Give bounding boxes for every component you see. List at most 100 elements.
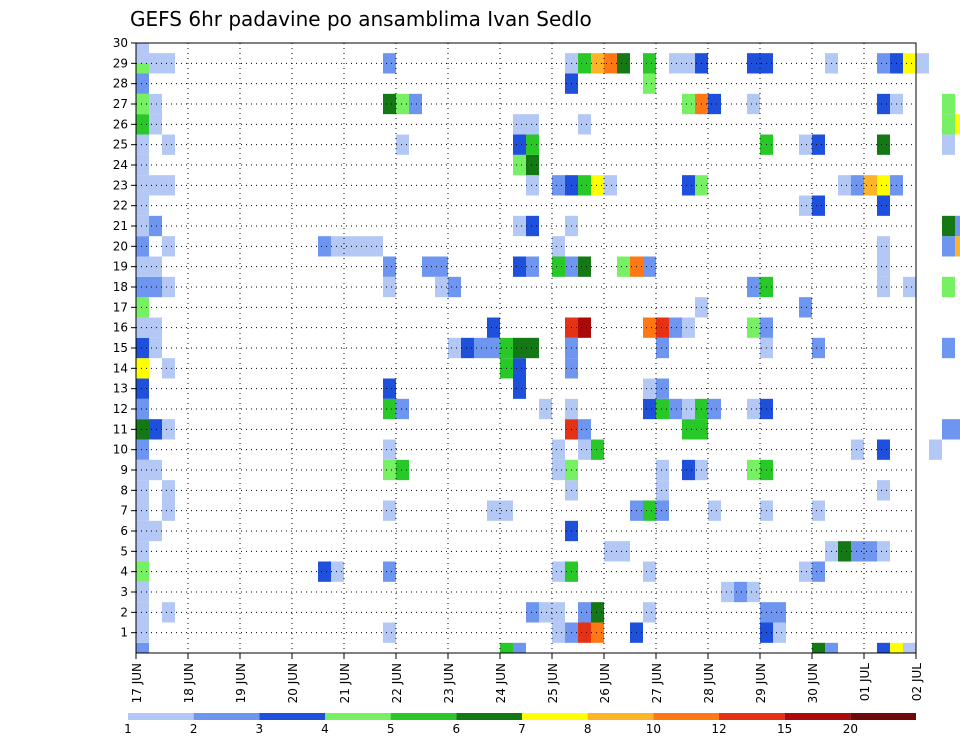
- data-cell: [526, 215, 539, 237]
- data-cell: [669, 398, 682, 420]
- data-cell: [656, 480, 669, 501]
- data-cell: [643, 317, 656, 338]
- data-cell: [643, 73, 656, 94]
- x-tick-label: 02 JUL: [910, 663, 924, 701]
- y-tick-label: 23: [113, 178, 128, 192]
- data-cell: [383, 378, 396, 399]
- x-tick-label: 28 JUN: [702, 663, 716, 703]
- data-cell: [578, 317, 591, 338]
- y-tick-label: 27: [113, 97, 128, 111]
- data-cell: [604, 541, 617, 562]
- data-cell: [162, 276, 175, 298]
- data-cell: [877, 642, 890, 653]
- colorbar-label: 5: [387, 722, 395, 736]
- data-cell: [136, 256, 149, 277]
- data-cell: [656, 459, 669, 481]
- data-cell: [877, 276, 890, 298]
- data-cell: [136, 154, 149, 176]
- y-tick-label: 3: [120, 585, 128, 599]
- data-cell: [383, 256, 396, 277]
- colorbar-swatch: [325, 713, 391, 720]
- data-cell: [643, 602, 656, 623]
- data-cell: [578, 622, 591, 643]
- x-axis: 17 JUN 18 JUN 19 JUN 20 JUN 21 JUN 22 JUN 23 J…: [130, 653, 924, 703]
- y-tick-label: 13: [113, 382, 128, 396]
- y-tick-label: 17: [113, 300, 128, 314]
- data-cell: [162, 602, 175, 623]
- data-cell: [136, 358, 149, 379]
- data-cell: [812, 195, 825, 216]
- data-cell: [617, 256, 630, 277]
- data-cell: [526, 134, 539, 155]
- colorbar-label: 20: [843, 722, 858, 736]
- colorbar-label: 15: [777, 722, 792, 736]
- data-cell: [136, 297, 149, 318]
- grid-lines: [136, 42, 916, 653]
- data-cell: [383, 93, 396, 115]
- data-cell: [799, 561, 812, 582]
- data-cell: [656, 337, 669, 359]
- data-cell: [682, 175, 695, 196]
- data-cell: [331, 236, 344, 257]
- y-tick-label: 14: [113, 361, 128, 375]
- data-cell: [136, 561, 149, 582]
- data-cell: [383, 398, 396, 420]
- y-tick-label: 29: [113, 56, 128, 70]
- data-cell: [149, 459, 162, 481]
- data-cell: [487, 317, 500, 338]
- data-cell: [955, 215, 960, 237]
- colorbar-swatch: [719, 713, 785, 720]
- data-cell: [591, 439, 604, 460]
- data-cell: [136, 642, 149, 653]
- data-cell: [747, 276, 760, 298]
- data-cell: [591, 602, 604, 623]
- colorbar-label: 7: [518, 722, 526, 736]
- y-tick-label: 6: [120, 524, 128, 538]
- data-cell: [318, 561, 331, 582]
- data-cell: [578, 53, 591, 74]
- data-cell: [526, 114, 539, 135]
- data-cell: [656, 378, 669, 399]
- data-cell: [877, 195, 890, 216]
- data-cell: [526, 602, 539, 623]
- data-cell: [526, 175, 539, 196]
- data-cell: [942, 419, 955, 440]
- data-cell: [955, 236, 960, 257]
- data-cell: [812, 337, 825, 359]
- data-cell: [136, 43, 149, 64]
- data-cell: [513, 154, 526, 176]
- data-cell: [162, 236, 175, 257]
- data-cell: [591, 53, 604, 74]
- data-cell: [149, 337, 162, 359]
- data-cell: [149, 317, 162, 338]
- colorbar-swatch: [587, 713, 654, 720]
- colorbar: 1 2 3 4 5 6 7 8 10 12 15 20: [124, 713, 916, 736]
- data-cell: [877, 236, 890, 257]
- data-cell: [591, 622, 604, 643]
- x-tick-label: 25 JUN: [546, 663, 560, 703]
- data-cell: [773, 602, 786, 623]
- data-cell: [149, 53, 162, 74]
- x-tick-label: 17 JUN: [130, 663, 144, 703]
- data-cell: [682, 398, 695, 420]
- x-tick-label: 18 JUN: [182, 663, 196, 703]
- colorbar-swatch: [522, 713, 588, 720]
- y-tick-label: 7: [120, 504, 128, 518]
- data-cell: [136, 337, 149, 359]
- data-cell: [955, 419, 960, 440]
- chart-title: GEFS 6hr padavine po ansamblima Ivan Sed…: [130, 7, 592, 31]
- data-cell: [383, 459, 396, 481]
- data-cell: [474, 337, 487, 359]
- data-cell: [877, 134, 890, 155]
- y-tick-label: 4: [120, 565, 128, 579]
- data-cell: [643, 378, 656, 399]
- data-cell: [877, 541, 890, 562]
- data-cell: [903, 276, 916, 298]
- data-cell: [578, 175, 591, 196]
- data-cell: [656, 317, 669, 338]
- data-cell: [643, 53, 656, 74]
- data-cell: [682, 459, 695, 481]
- data-cell: [877, 53, 890, 74]
- colorbar-swatch: [259, 713, 325, 720]
